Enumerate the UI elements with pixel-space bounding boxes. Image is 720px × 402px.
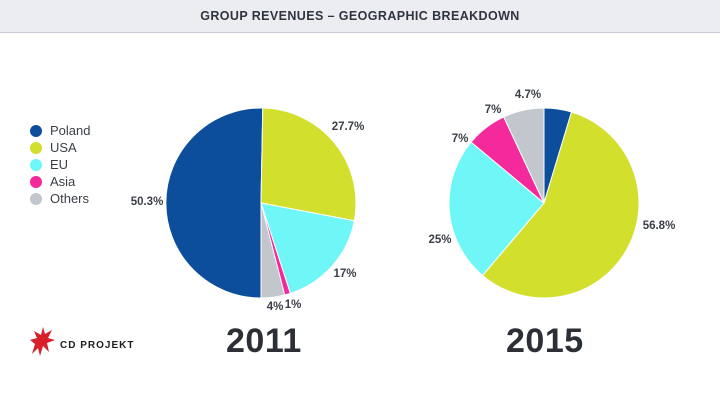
legend-item-eu: EU (30, 156, 90, 173)
legend-label-usa: USA (50, 140, 77, 155)
cd-projekt-logo: CD PROJEKT (30, 326, 134, 364)
legend-label-others: Others (50, 191, 90, 206)
legend-item-usa: USA (30, 139, 90, 156)
pie-2011-label-usa: 27.7% (332, 121, 365, 133)
legend-swatch-others (30, 192, 42, 205)
red-bird-logo-icon (30, 327, 55, 356)
pie-2015-label-asia: 7% (452, 133, 469, 145)
pie-2015-label-others: 7% (485, 104, 502, 116)
pie-2011-label-poland: 50.3% (131, 196, 164, 208)
pie-2015-title: 2015 (506, 322, 584, 360)
pie-2011 (165, 107, 357, 299)
pie-2015-label-usa: 56.8% (643, 220, 676, 232)
pie-2011-label-eu: 17% (333, 268, 356, 280)
legend-label-eu: EU (50, 157, 69, 172)
legend-swatch-poland (30, 124, 42, 137)
pie-2011-slice-eu (260, 202, 355, 294)
pie-2011-slice-others (260, 202, 286, 299)
pie-2015 (448, 107, 640, 299)
pie-2011-label-others: 4% (267, 301, 284, 313)
legend-item-poland: Poland (30, 122, 90, 139)
legend-item-others: Others (30, 190, 90, 207)
pie-2011-slice-usa (260, 107, 357, 222)
legend-swatch-usa (30, 141, 42, 154)
legend-swatch-asia (30, 175, 42, 188)
pie-2011-slice-poland (165, 107, 264, 299)
header-bar: GROUP REVENUES – GEOGRAPHIC BREAKDOWN (0, 0, 720, 33)
logo-text: CD PROJEKT (60, 339, 135, 351)
legend-item-asia: Asia (30, 173, 90, 190)
pie-2015-slice-usa (481, 111, 640, 299)
legend: Poland USA EU Asia Others (30, 122, 90, 207)
chart-title: GROUP REVENUES – GEOGRAPHIC BREAKDOWN (200, 9, 520, 23)
pie-2011-label-asia: 1% (285, 299, 302, 311)
pie-2015-slice-others (503, 107, 545, 204)
legend-label-asia: Asia (50, 174, 76, 189)
pie-2015-label-poland: 4.7% (515, 89, 541, 101)
pie-2015-label-eu: 25% (428, 234, 451, 246)
legend-label-poland: Poland (50, 123, 91, 138)
legend-swatch-eu (30, 158, 42, 171)
pie-2015-slice-eu (448, 141, 545, 277)
pie-2011-title: 2011 (226, 322, 302, 360)
